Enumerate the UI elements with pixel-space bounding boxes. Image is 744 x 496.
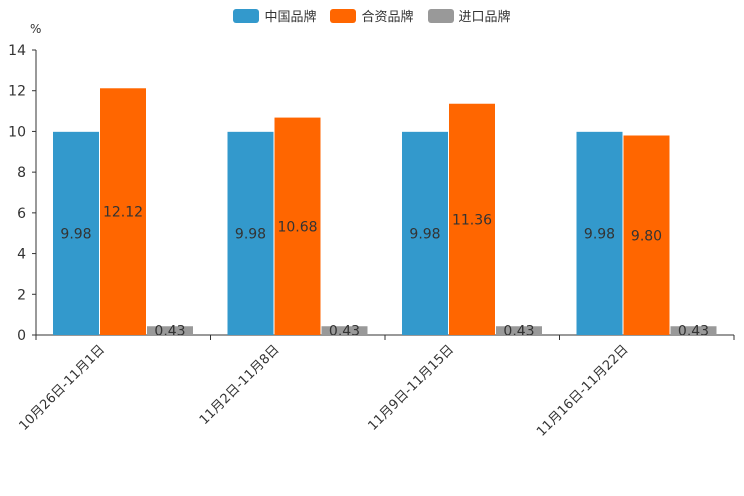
x-tick-label: 11月2日-11月8日 [197, 342, 283, 428]
bar [100, 88, 146, 336]
x-tick-label: 11月16日-11月22日 [534, 342, 631, 439]
bar-value-label: 9.98 [60, 226, 91, 242]
y-tick-label: 4 [17, 247, 26, 263]
legend-item-import-brand[interactable]: 进口品牌 [427, 6, 511, 25]
bar [321, 326, 368, 335]
x-tick-label: 10月26日-11月1日 [16, 342, 108, 434]
legend-label-china-brand: 中国品牌 [264, 10, 317, 25]
bar-value-label: 9.98 [409, 226, 440, 242]
y-tick-label: 8 [17, 165, 26, 181]
bar [53, 131, 99, 335]
x-tick-label: 11月9日-11月15日 [365, 342, 457, 434]
bar-value-label: 0.43 [678, 324, 709, 340]
legend-swatch-jv-brand [330, 8, 357, 23]
y-tick-label: 14 [8, 43, 26, 59]
y-axis-unit: % [30, 22, 42, 36]
chart-legend: 中国品牌 合资品牌 进口品牌 [0, 6, 744, 25]
bar-value-label: 0.43 [329, 324, 360, 340]
bar [274, 117, 321, 335]
bar [623, 135, 670, 335]
bar-value-label: 9.80 [631, 228, 662, 244]
bar-value-label: 0.43 [154, 324, 185, 340]
bar-value-label: 10.68 [277, 219, 317, 235]
legend-label-jv-brand: 合资品牌 [361, 10, 414, 25]
y-tick-label: 0 [17, 328, 26, 344]
bar-value-label: 9.98 [235, 226, 266, 242]
bar [147, 326, 193, 335]
bar-value-label: 0.43 [503, 324, 534, 340]
bar [449, 103, 495, 335]
legend-item-china-brand[interactable]: 中国品牌 [233, 6, 316, 25]
bar [496, 326, 542, 335]
bar-value-label: 11.36 [452, 212, 492, 228]
legend-label-import-brand: 进口品牌 [458, 10, 511, 25]
y-tick-label: 6 [17, 206, 26, 222]
legend-swatch-china-brand [233, 8, 260, 23]
y-tick-label: 10 [8, 124, 26, 140]
bar [402, 131, 448, 335]
y-tick-label: 2 [17, 287, 26, 303]
bar [670, 326, 717, 335]
y-tick-label: 12 [8, 84, 26, 100]
bar-value-label: 9.98 [584, 226, 615, 242]
bar-value-label: 12.12 [103, 205, 143, 221]
legend-swatch-import-brand [427, 8, 454, 23]
bar [576, 131, 623, 335]
legend-item-jv-brand[interactable]: 合资品牌 [330, 6, 414, 25]
bar [227, 131, 274, 335]
